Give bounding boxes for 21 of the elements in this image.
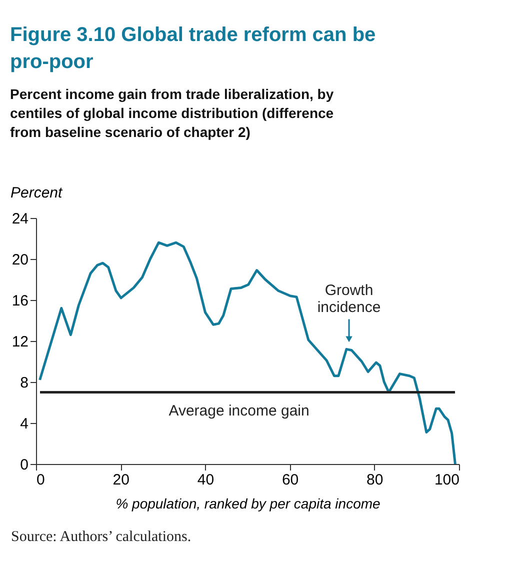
y-tick-label: 4 bbox=[20, 416, 28, 432]
y-tick-label: 24 bbox=[12, 210, 28, 228]
y-tick-label: 8 bbox=[20, 374, 28, 392]
ref-line-label: Average income gain bbox=[168, 402, 310, 420]
y-tick-label: 20 bbox=[12, 252, 28, 268]
x-tick-label: 40 bbox=[197, 472, 214, 488]
line-series bbox=[38, 241, 456, 466]
x-tick-label: 80 bbox=[366, 472, 384, 488]
x-tick-label: 60 bbox=[282, 472, 299, 488]
y-tick-label: 12 bbox=[12, 334, 28, 350]
x-tick-label: 0 bbox=[36, 472, 45, 488]
x-tick-label: 20 bbox=[112, 472, 130, 488]
x-axis-title: % population, ranked by per capita income bbox=[116, 496, 381, 512]
source-note: Source: Authors’ calculations. bbox=[11, 529, 192, 545]
y-tick-label: 16 bbox=[12, 292, 28, 310]
x-tick-label: 100 bbox=[434, 472, 460, 488]
chart-subtitle: Percent income gain from trade liberalization, by centiles of global income distribution (difference from baseline scenario of chapter 2) bbox=[10, 86, 334, 140]
y-tick-label: 0 bbox=[20, 456, 28, 474]
y-axis-title: Percent bbox=[10, 184, 64, 202]
chart-title: Figure 3.10 Global trade reform can be pro-poor bbox=[10, 24, 376, 73]
annotation: Growth incidence bbox=[317, 282, 381, 316]
